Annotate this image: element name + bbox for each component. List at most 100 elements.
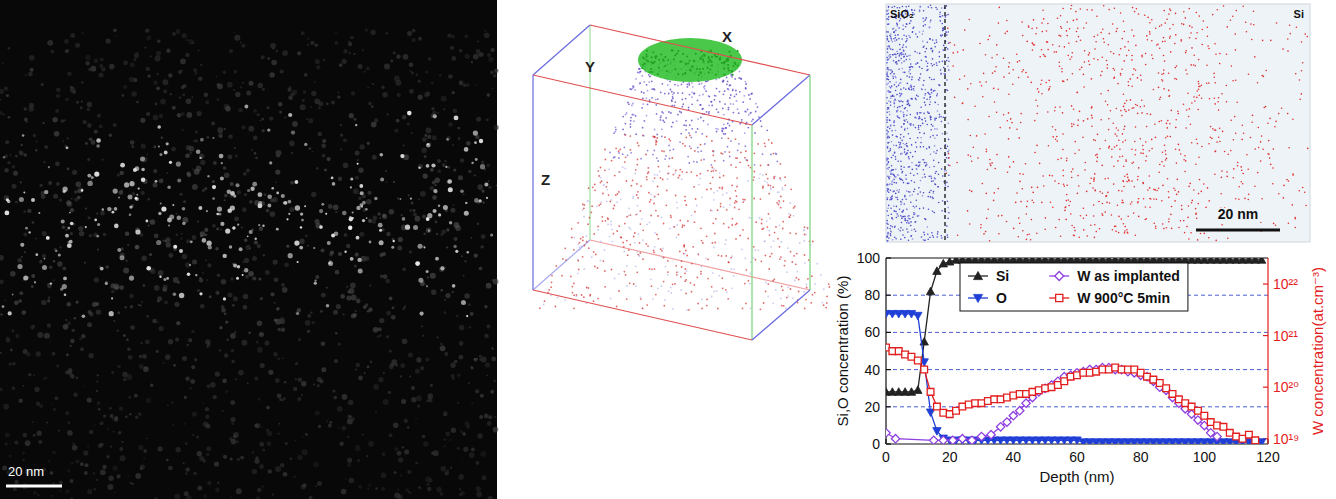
tem-grain	[445, 293, 450, 298]
tem-particle	[221, 162, 223, 164]
atom	[707, 278, 709, 280]
tem-grain	[386, 32, 389, 35]
tem-grain	[277, 432, 279, 434]
tem-grain	[459, 49, 463, 53]
tem-grain	[187, 344, 190, 347]
tem-grain	[113, 466, 118, 471]
tem-particle	[236, 277, 239, 280]
tem-grain	[338, 427, 340, 429]
tem-particle	[169, 161, 172, 164]
tem-particle	[109, 311, 114, 316]
tem-grain	[60, 490, 62, 492]
tem-grain	[270, 43, 276, 49]
tem-grain	[290, 181, 294, 185]
tem-grain	[69, 345, 71, 347]
tem-particle	[91, 176, 94, 179]
tem-grain	[19, 150, 22, 153]
tem-grain	[135, 473, 141, 479]
tem-grain	[47, 40, 53, 46]
tem-grain	[437, 336, 439, 338]
tem-grain	[59, 198, 62, 201]
atom	[688, 106, 690, 108]
tem-grain	[447, 34, 451, 38]
tem-grain	[284, 117, 286, 119]
tem-grain	[470, 312, 474, 316]
tem-grain	[486, 283, 492, 289]
tem-grain	[217, 83, 220, 86]
tem-grain	[311, 91, 316, 96]
tem-grain	[454, 360, 458, 364]
tem-particle	[362, 219, 365, 222]
tem-grain	[371, 122, 377, 128]
tem-particle	[62, 284, 67, 289]
tem-grain	[339, 63, 343, 67]
tem-particle	[25, 227, 28, 230]
tem-particle	[146, 266, 151, 271]
atom	[626, 265, 628, 267]
tem-particle	[239, 247, 243, 251]
tem-grain	[471, 448, 475, 452]
tem-grain	[187, 173, 191, 177]
tem-grain	[425, 477, 431, 483]
tem-grain	[165, 237, 170, 242]
tem-grain	[195, 130, 198, 133]
atom	[764, 180, 766, 182]
tem-grain	[68, 422, 71, 425]
tem-particle	[208, 245, 212, 249]
tem-particle	[460, 190, 464, 194]
tem-grain	[83, 120, 87, 124]
tem-grain	[427, 135, 431, 139]
tem-grain	[464, 260, 467, 263]
tem-grain	[243, 294, 249, 300]
tem-particle	[461, 300, 466, 305]
atom	[708, 113, 710, 115]
tem-grain	[246, 169, 250, 173]
tem-particle	[55, 250, 57, 252]
tem-grain	[246, 245, 251, 250]
tem-grain	[63, 324, 69, 330]
tem-grain	[270, 211, 276, 217]
tem-grain	[282, 287, 288, 293]
tem-grain	[488, 415, 492, 419]
tem-grain	[174, 302, 179, 307]
tem-grain	[408, 194, 410, 196]
tem-particle	[44, 258, 46, 260]
tem-grain	[373, 384, 379, 390]
tem-grain	[197, 221, 199, 223]
tem-particle	[480, 164, 485, 169]
atom	[694, 221, 696, 223]
tem-grain	[146, 112, 150, 116]
tem-grain	[320, 310, 323, 313]
atom	[823, 288, 825, 290]
tem-grain	[88, 216, 91, 219]
tem-particle	[157, 125, 161, 129]
tem-particle	[268, 204, 272, 208]
tem-grain	[426, 127, 432, 133]
tem-particle	[247, 235, 249, 237]
tem-grain	[186, 239, 190, 243]
tem-grain	[202, 272, 204, 274]
tem-grain	[443, 108, 445, 110]
tem-particle	[3, 156, 6, 159]
tem-grain	[440, 343, 443, 346]
tem-particle	[182, 222, 185, 225]
tem-particle	[63, 277, 67, 281]
tem-grain	[119, 447, 123, 451]
tem-grain	[44, 145, 48, 149]
atom	[608, 194, 610, 196]
tem-grain	[404, 450, 409, 455]
tem-grain	[179, 97, 181, 99]
tem-grain	[365, 28, 369, 32]
tem-particle	[380, 153, 384, 157]
tem-particle	[179, 249, 183, 253]
tem-grain	[403, 54, 409, 60]
tem-grain	[413, 212, 417, 216]
tem-grain	[409, 250, 412, 253]
tem-grain	[94, 488, 96, 490]
atom	[642, 258, 644, 260]
tem-particle	[177, 215, 182, 220]
tem-particle	[319, 209, 323, 213]
tem-grain	[76, 101, 79, 104]
tem-grain	[80, 347, 84, 351]
tem-grain	[308, 118, 313, 123]
